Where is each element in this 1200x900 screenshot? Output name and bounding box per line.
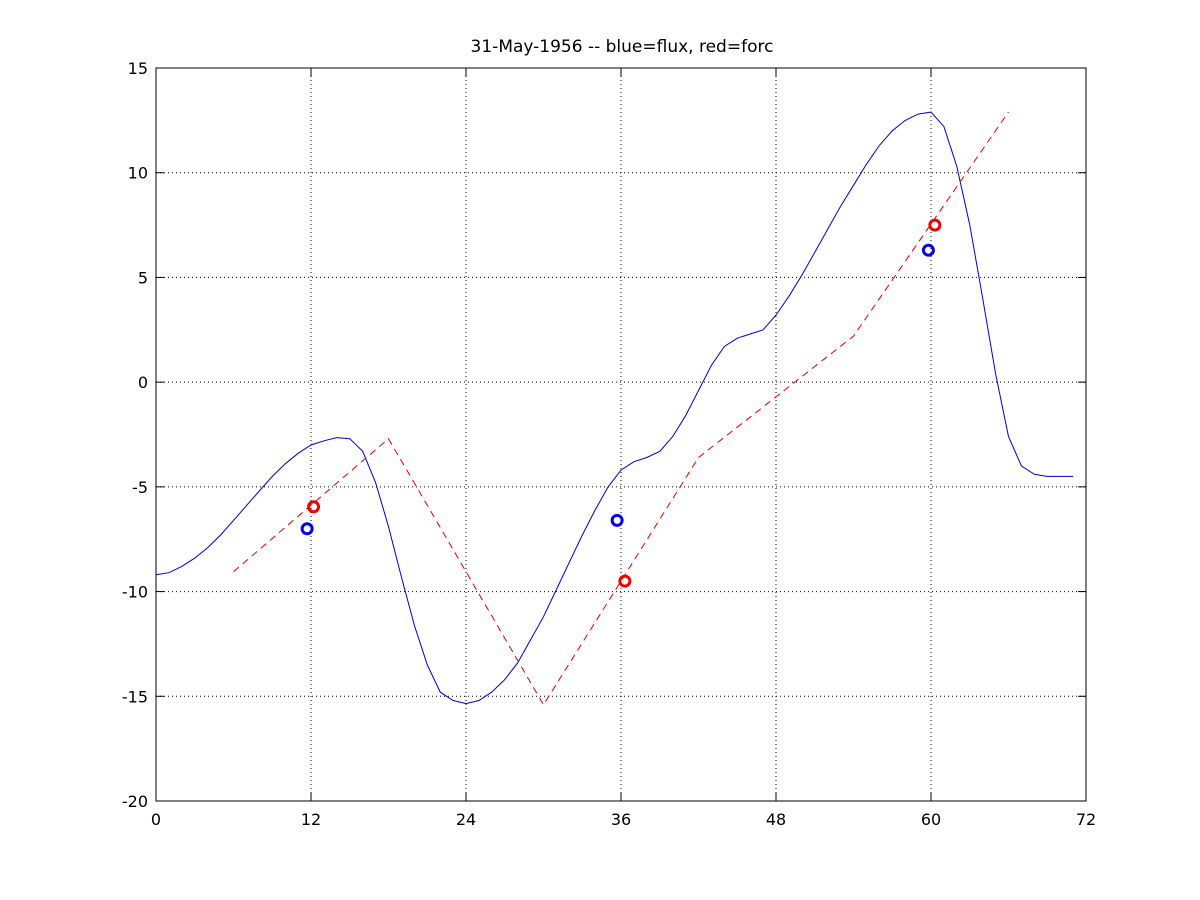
- grid-lines: [156, 68, 1086, 801]
- y-tick-label: 10: [128, 164, 148, 183]
- plot-frame: [155, 67, 1087, 802]
- x-tick-label: 0: [151, 810, 161, 829]
- y-tick-label: -5: [132, 478, 148, 497]
- data-marker-5: [921, 243, 935, 257]
- y-tick-label: -20: [122, 792, 148, 811]
- y-tick-label: 0: [138, 373, 148, 392]
- data-marker-6: [928, 218, 942, 232]
- x-tick-label: 72: [1076, 810, 1096, 829]
- data-markers: [300, 218, 942, 588]
- y-tick-label: -15: [122, 687, 148, 706]
- x-tick-label: 24: [456, 810, 476, 829]
- data-marker-4: [618, 574, 632, 588]
- x-tick-label: 60: [921, 810, 941, 829]
- y-tick-label: -10: [122, 583, 148, 602]
- y-tick-label: 5: [138, 268, 148, 287]
- y-tick-label: 15: [128, 59, 148, 78]
- x-tick-label: 12: [301, 810, 321, 829]
- data-marker-2: [307, 500, 321, 514]
- data-marker-3: [610, 513, 624, 527]
- data-marker-1: [300, 522, 314, 536]
- series-line-2: [233, 111, 1009, 706]
- x-tick-label: 36: [611, 810, 631, 829]
- chart-title: 31-May-1956 -- blue=flux, red=forc: [471, 37, 774, 57]
- axis-ticks: 0 12 24 36 48 60 72 15 10 5 0 -5 -10 -15 -20: [122, 59, 1096, 829]
- x-tick-label: 48: [766, 810, 786, 829]
- data-series: [155, 111, 1074, 706]
- series-line-1: [155, 111, 1074, 705]
